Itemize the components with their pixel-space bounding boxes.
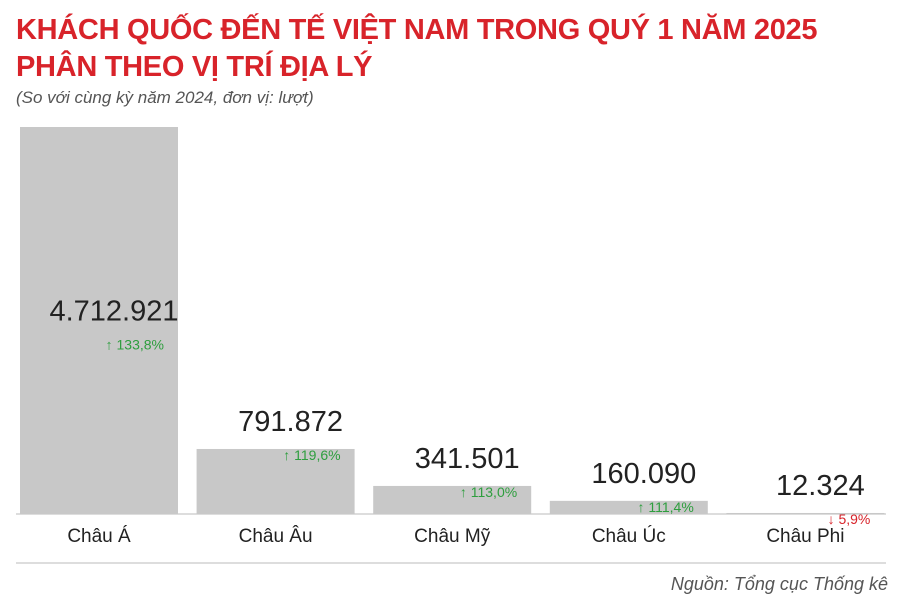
change-label-up: ↑ 113,0% [460,484,517,500]
change-label-up: ↑ 133,8% [106,337,164,353]
category-label: Châu Âu [239,525,313,547]
category-label: Châu Mỹ [414,526,491,547]
bar-5 [726,512,885,514]
value-label: 12.324 [776,470,865,502]
bar-1 [20,127,178,514]
value-label: 341.501 [415,443,520,475]
value-label: 160.090 [591,458,696,490]
source-note: Nguồn: Tổng cục Thống kê [670,574,888,594]
value-label: 791.872 [238,406,343,438]
category-label: Châu Úc [592,525,666,547]
bar-3 [373,485,532,514]
bar-4 [549,500,708,514]
chart-title-line-1: KHÁCH QUỐC ĐẾN TẾ VIỆT NAM TRONG QUÝ 1 N… [16,14,818,46]
change-label-down: ↓ 5,9% [828,511,871,527]
value-label: 4.712.921 [49,296,178,328]
change-label-up: ↑ 111,4% [638,499,694,515]
chart-subtitle: (So với cùng kỳ năm 2024, đơn vị: lượt) [16,88,314,107]
chart-title-line-2: PHÂN THEO VỊ TRÍ ĐỊA LÝ [16,51,373,83]
change-label-up: ↑ 119,6% [283,447,340,463]
category-label: Châu Á [67,526,131,547]
bar-2 [196,448,355,514]
chart-title: KHÁCH QUỐC ĐẾN TẾ VIỆT NAM TRONG QUÝ 1 N… [16,12,818,86]
category-label: Châu Phi [766,526,844,547]
